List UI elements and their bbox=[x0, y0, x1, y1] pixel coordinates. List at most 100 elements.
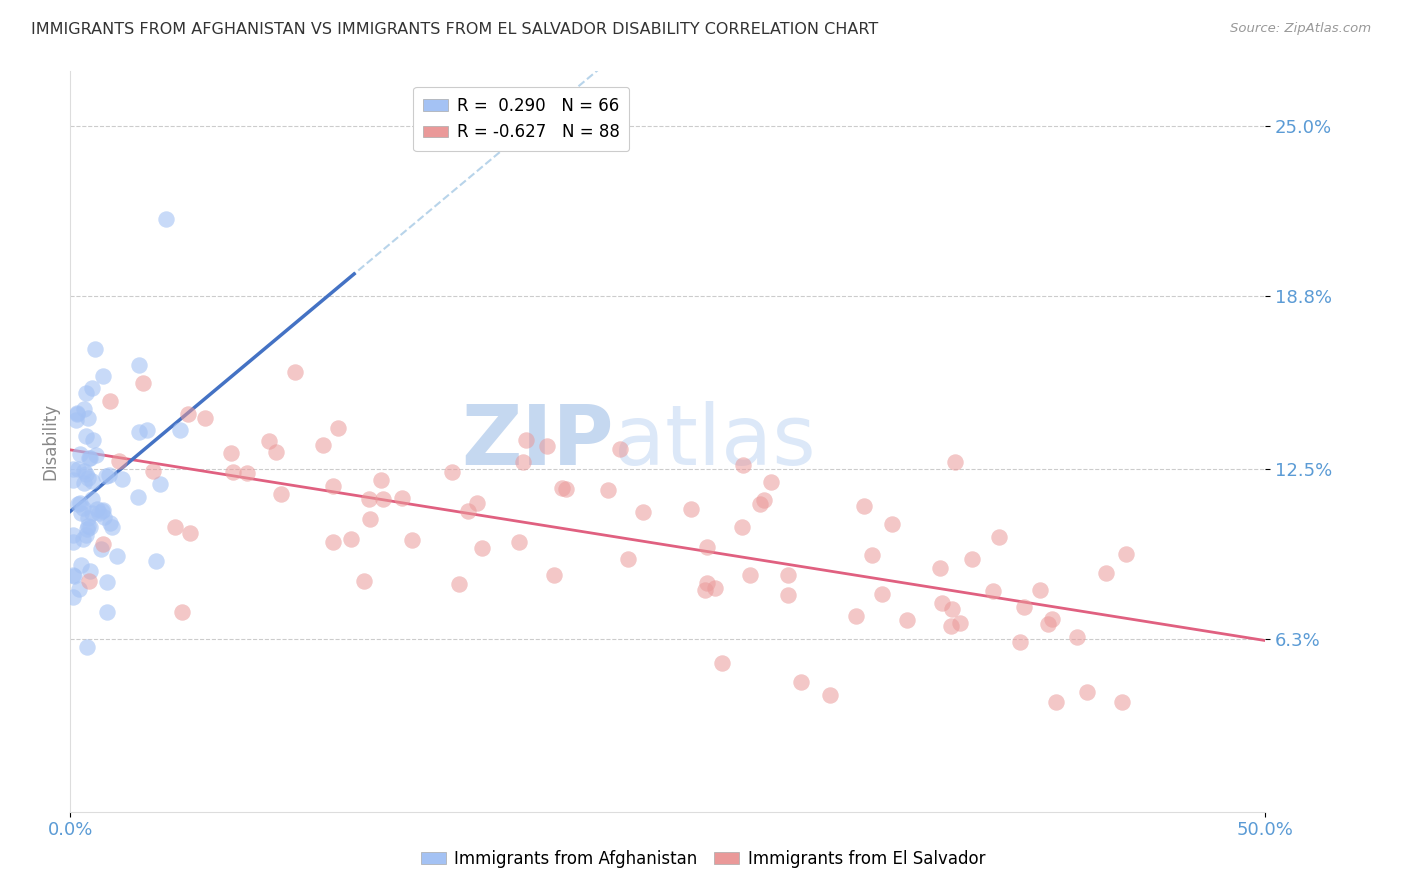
Point bbox=[515, 433, 537, 447]
Point bbox=[1045, 695, 1067, 709]
Point bbox=[845, 609, 868, 624]
Point bbox=[101, 519, 124, 533]
Point bbox=[62, 591, 84, 605]
Point bbox=[169, 423, 191, 437]
Point bbox=[988, 530, 1011, 544]
Point bbox=[80, 506, 103, 520]
Point bbox=[1036, 617, 1059, 632]
Point bbox=[960, 551, 983, 566]
Point bbox=[1066, 631, 1088, 645]
Point bbox=[111, 471, 134, 485]
Point bbox=[75, 467, 97, 481]
Point bbox=[77, 471, 100, 485]
Point bbox=[91, 504, 114, 518]
Point bbox=[75, 385, 97, 400]
Point bbox=[401, 533, 423, 548]
Point bbox=[710, 657, 733, 671]
Point bbox=[465, 496, 488, 510]
Point bbox=[440, 465, 463, 479]
Point bbox=[860, 548, 883, 562]
Point bbox=[80, 491, 103, 506]
Point bbox=[696, 576, 718, 591]
Point bbox=[80, 474, 103, 488]
Point bbox=[62, 528, 84, 542]
Point bbox=[93, 510, 115, 524]
Point bbox=[96, 574, 118, 589]
Point bbox=[322, 479, 344, 493]
Point bbox=[62, 568, 84, 582]
Point bbox=[66, 497, 89, 511]
Point bbox=[73, 464, 96, 478]
Point bbox=[391, 491, 413, 505]
Point bbox=[62, 535, 84, 549]
Point bbox=[82, 434, 104, 448]
Point bbox=[981, 584, 1004, 599]
Point bbox=[731, 520, 754, 534]
Point bbox=[72, 475, 94, 490]
Point bbox=[457, 504, 479, 518]
Legend: R =  0.290   N = 66, R = -0.627   N = 88: R = 0.290 N = 66, R = -0.627 N = 88 bbox=[413, 87, 630, 152]
Point bbox=[76, 511, 98, 525]
Point bbox=[749, 497, 772, 511]
Point bbox=[145, 554, 167, 568]
Point bbox=[76, 519, 98, 533]
Point bbox=[896, 613, 918, 627]
Point bbox=[941, 619, 963, 633]
Point bbox=[235, 466, 257, 480]
Point bbox=[70, 558, 93, 573]
Point bbox=[142, 464, 165, 478]
Point bbox=[131, 376, 153, 390]
Point bbox=[66, 462, 89, 476]
Point bbox=[70, 506, 93, 520]
Point bbox=[776, 588, 799, 602]
Point bbox=[754, 493, 776, 508]
Point bbox=[1076, 685, 1098, 699]
Point bbox=[284, 365, 307, 379]
Point bbox=[148, 476, 170, 491]
Point bbox=[508, 534, 530, 549]
Point bbox=[1028, 582, 1050, 597]
Point bbox=[679, 502, 702, 516]
Legend: Immigrants from Afghanistan, Immigrants from El Salvador: Immigrants from Afghanistan, Immigrants … bbox=[415, 844, 991, 875]
Point bbox=[1040, 612, 1063, 626]
Point bbox=[77, 411, 100, 425]
Point bbox=[1095, 566, 1118, 580]
Point bbox=[136, 424, 159, 438]
Point bbox=[882, 516, 904, 531]
Point bbox=[172, 606, 194, 620]
Text: Source: ZipAtlas.com: Source: ZipAtlas.com bbox=[1230, 22, 1371, 36]
Point bbox=[86, 501, 108, 516]
Text: IMMIGRANTS FROM AFGHANISTAN VS IMMIGRANTS FROM EL SALVADOR DISABILITY CORRELATIO: IMMIGRANTS FROM AFGHANISTAN VS IMMIGRANT… bbox=[31, 22, 879, 37]
Point bbox=[194, 411, 217, 425]
Point bbox=[77, 574, 100, 588]
Point bbox=[609, 442, 631, 456]
Point bbox=[447, 577, 470, 591]
Point bbox=[596, 483, 619, 497]
Point bbox=[870, 587, 893, 601]
Point bbox=[339, 533, 361, 547]
Point bbox=[1115, 547, 1137, 561]
Point bbox=[512, 455, 534, 469]
Point bbox=[179, 525, 201, 540]
Point bbox=[696, 540, 718, 554]
Point bbox=[949, 615, 972, 630]
Point bbox=[63, 569, 86, 583]
Point bbox=[221, 446, 243, 460]
Point bbox=[177, 407, 200, 421]
Point bbox=[128, 358, 150, 372]
Point bbox=[1012, 600, 1035, 615]
Point bbox=[108, 454, 131, 468]
Point bbox=[536, 439, 558, 453]
Point bbox=[82, 381, 104, 395]
Point bbox=[943, 455, 966, 469]
Point bbox=[90, 541, 112, 556]
Point bbox=[128, 425, 150, 439]
Point bbox=[66, 406, 89, 420]
Point bbox=[312, 437, 335, 451]
Point bbox=[353, 574, 375, 589]
Point bbox=[72, 501, 94, 516]
Point bbox=[1010, 635, 1032, 649]
Point bbox=[62, 473, 84, 487]
Point bbox=[704, 581, 727, 595]
Point bbox=[96, 605, 118, 619]
